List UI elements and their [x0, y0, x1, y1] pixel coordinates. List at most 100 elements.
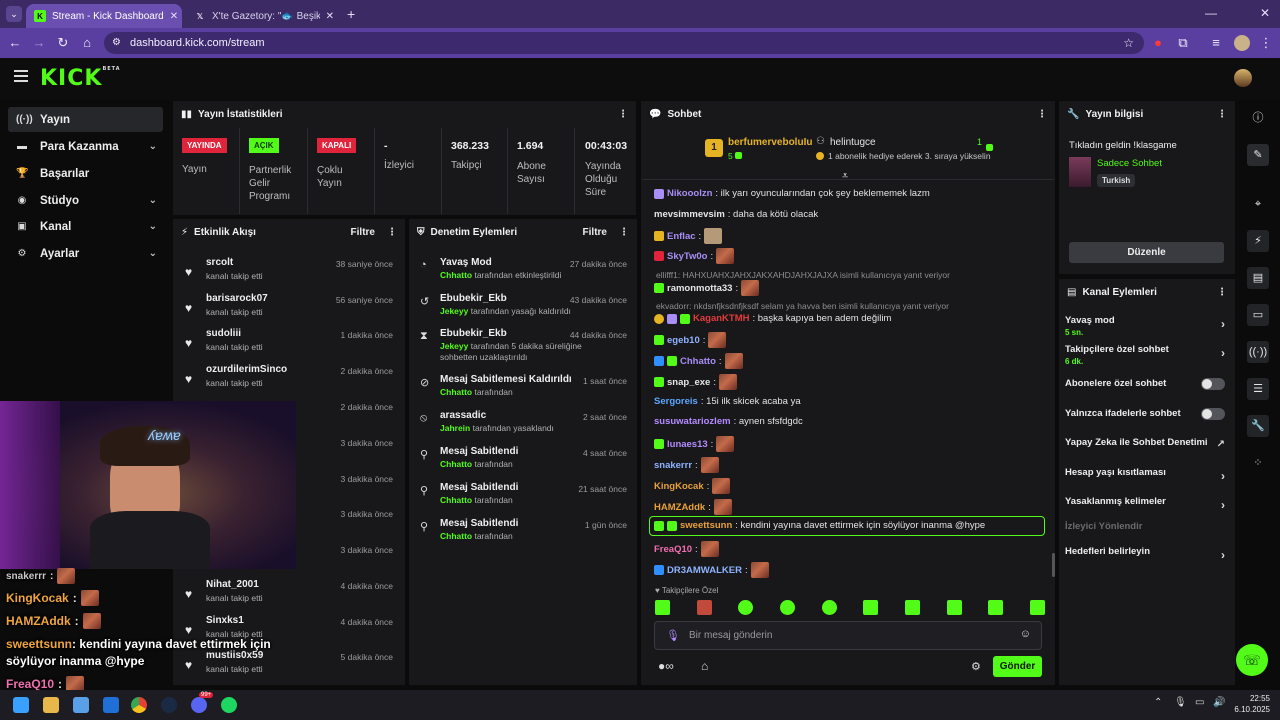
tab-search-icon[interactable]: ⌄: [6, 6, 22, 22]
slow-mode-setting[interactable]: Yavaş mod 5 sn. ›: [1065, 315, 1225, 337]
emote-option[interactable]: [821, 600, 837, 615]
emote-option[interactable]: [904, 600, 920, 615]
tab-kick-dashboard[interactable]: K Stream - Kick Dashboard ✕: [26, 4, 182, 28]
hamburger-menu-icon[interactable]: [14, 70, 28, 82]
tab-x-gazetory[interactable]: 𝕏 X'te Gazetory: "🐟 Beşiktaşlı bi ✕: [186, 4, 342, 28]
back-icon[interactable]: ←: [8, 35, 22, 50]
send-button[interactable]: Gönder: [993, 656, 1042, 677]
media-icon[interactable]: ≡: [1212, 35, 1220, 50]
top-gifter-name[interactable]: berfumerveboluIu: [728, 137, 813, 148]
nav-item-ayarlar[interactable]: ⚙ Ayarlar ⌄: [8, 241, 163, 266]
filter-button[interactable]: Filtre: [582, 226, 607, 238]
nav-item-yayin[interactable]: ((·)) Yayın: [8, 107, 163, 132]
account-age-setting[interactable]: Hesap yaşı kısıtlaması ›: [1065, 467, 1225, 483]
file-explorer-icon[interactable]: [43, 697, 59, 713]
kick-logo[interactable]: KICKBETA: [40, 66, 121, 91]
chat-scrollbar[interactable]: [1052, 553, 1055, 577]
chat-icon[interactable]: ▭: [1247, 304, 1269, 326]
volume-icon[interactable]: 🔊: [1213, 697, 1226, 708]
broadcast-icon[interactable]: ((·)): [1247, 341, 1269, 363]
chat-settings-icon[interactable]: ⚙: [971, 661, 981, 673]
emote-option[interactable]: [863, 600, 879, 615]
lightning-icon[interactable]: ⚡: [1247, 230, 1269, 252]
support-button[interactable]: ☏: [1236, 644, 1268, 676]
site-info-icon[interactable]: ⚙: [112, 37, 121, 48]
second-gifter-name[interactable]: helintugce: [830, 137, 876, 148]
x-favicon-icon: 𝕏: [196, 11, 204, 21]
emoji-icon[interactable]: ☺: [1019, 628, 1031, 640]
followers-chat-setting[interactable]: Takipçilere özel sohbet 6 dk. ›: [1065, 344, 1225, 366]
spotify-icon[interactable]: [221, 697, 237, 713]
subscribers-chat-toggle[interactable]: [1201, 378, 1225, 390]
windows-start-icon[interactable]: [13, 697, 29, 713]
badge-icon: [667, 520, 677, 531]
emote-option[interactable]: [1029, 600, 1045, 615]
edit-button[interactable]: Düzenle: [1069, 242, 1224, 263]
nav-item-studyo[interactable]: ◉ Stüdyo ⌄: [8, 188, 163, 213]
clock[interactable]: 22:55 6.10.2025: [1234, 694, 1270, 714]
nav-item-kanal[interactable]: ▣ Kanal ⌄: [8, 214, 163, 239]
minimize-icon[interactable]: —: [1205, 6, 1217, 20]
profile-avatar[interactable]: [1234, 35, 1250, 51]
gift-icon: ⚇: [816, 136, 825, 147]
banned-words-setting[interactable]: Yasaklanmış kelimeler ›: [1065, 496, 1225, 512]
more-options-icon[interactable]: ⋮: [1217, 286, 1227, 298]
more-options-icon[interactable]: ⋮: [1217, 108, 1227, 120]
home-icon[interactable]: ⌂: [83, 35, 91, 50]
emote-option[interactable]: [655, 600, 670, 615]
emote-option[interactable]: [696, 600, 712, 615]
filter-button[interactable]: Filtre: [350, 226, 375, 238]
more-options-icon[interactable]: ⋮: [619, 226, 629, 238]
discord-icon[interactable]: [191, 697, 207, 713]
emote-option[interactable]: [779, 600, 795, 615]
reply-context[interactable]: ekvadorr: nkdsnfjksdnfjksdf selam ya hav…: [656, 301, 949, 311]
stat-label: İzleyici: [384, 160, 415, 171]
emote-option[interactable]: [738, 600, 754, 615]
info-icon[interactable]: ⓘ: [1252, 112, 1264, 124]
wrench-icon[interactable]: 🔧: [1247, 415, 1269, 437]
new-tab-icon[interactable]: +: [347, 6, 356, 22]
chat-input[interactable]: 🎙 Bir mesaj gönderin ☺: [654, 621, 1042, 650]
more-options-icon[interactable]: ⋮: [618, 108, 628, 120]
emote: [57, 568, 76, 584]
emote-option[interactable]: [988, 600, 1004, 615]
edit-icon[interactable]: ✎: [1247, 144, 1269, 166]
close-tab-icon[interactable]: ✕: [325, 10, 334, 22]
browser-menu-icon[interactable]: ⋮: [1259, 35, 1273, 50]
extension-red-icon[interactable]: ●: [1154, 35, 1162, 50]
forward-icon[interactable]: →: [32, 35, 46, 50]
collapse-icon[interactable]: ⩡: [842, 170, 849, 182]
more-options-icon[interactable]: ⋮: [1037, 108, 1047, 120]
reload-icon[interactable]: ↻: [57, 35, 69, 50]
infinity-icon[interactable]: ●∞: [658, 659, 674, 673]
chrome-icon[interactable]: [131, 697, 147, 713]
close-window-icon[interactable]: ✕: [1260, 6, 1271, 20]
more-options-icon[interactable]: ⋮: [387, 226, 397, 238]
extensions-icon[interactable]: ⧉: [1178, 35, 1188, 50]
nav-item-basarilar[interactable]: 🏆 Başarılar: [8, 161, 163, 186]
store-icon[interactable]: ⌂: [701, 659, 709, 673]
document-icon[interactable]: ▤: [1247, 267, 1269, 289]
files-icon[interactable]: [73, 697, 89, 713]
nav-item-para-kazanma[interactable]: ▬ Para Kazanma ⌄: [8, 134, 163, 159]
ai-moderation-setting[interactable]: Yapay Zeka ile Sohbet Denetimi ↗: [1065, 437, 1225, 450]
emote-only-toggle[interactable]: [1201, 408, 1225, 420]
reply-context[interactable]: ellifff1: HAHXUAHXJAHXJAKXAHDJAHXJAJXA i…: [656, 270, 950, 280]
close-tab-icon[interactable]: ✕: [169, 10, 179, 22]
stat-live: YAYINDA Yayın: [173, 128, 240, 214]
outlook-icon[interactable]: [103, 697, 119, 713]
steam-icon[interactable]: [161, 697, 177, 713]
channel-actions-icon[interactable]: ☰: [1247, 378, 1269, 400]
bookmark-star-icon[interactable]: ☆: [1123, 36, 1134, 50]
microphone-tray-icon[interactable]: 🎙: [1174, 697, 1187, 708]
network-icon[interactable]: ▭: [1195, 697, 1205, 708]
emote-option[interactable]: [946, 600, 962, 615]
user-avatar[interactable]: [1234, 69, 1252, 87]
address-bar[interactable]: ⚙ dashboard.kick.com/stream ☆: [104, 32, 1144, 54]
category-link[interactable]: Sadece Sohbet: [1097, 158, 1162, 169]
camera-icon[interactable]: ⌖: [1254, 198, 1262, 210]
tray-chevron-icon[interactable]: ⌃: [1154, 697, 1163, 708]
apps-icon[interactable]: ⁘: [1253, 457, 1263, 469]
set-goals-setting[interactable]: Hedefleri belirleyin ›: [1065, 546, 1225, 562]
microphone-icon[interactable]: 🎙: [666, 630, 680, 642]
